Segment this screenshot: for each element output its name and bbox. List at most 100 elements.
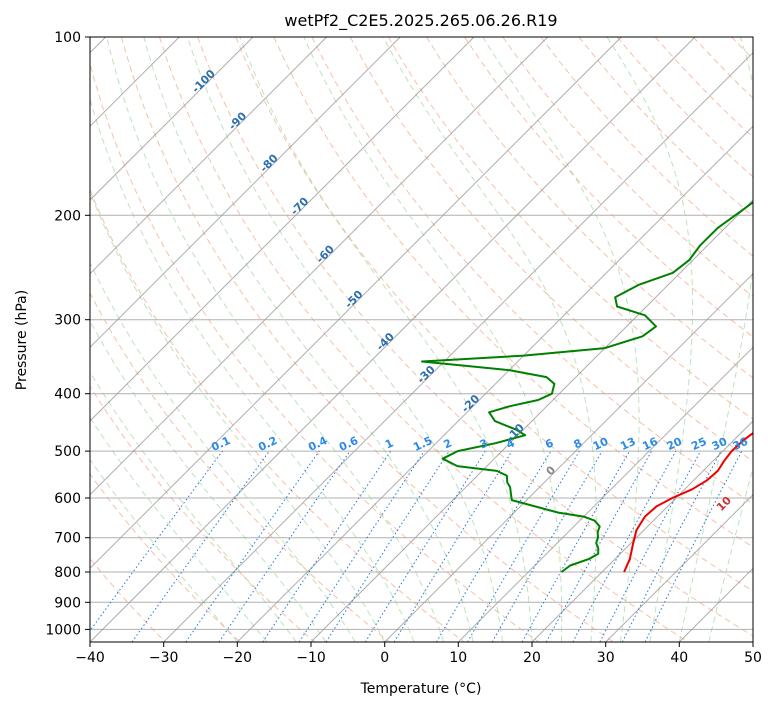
dry-adiabat-line	[90, 473, 241, 642]
mixing-ratio-label: 6	[543, 436, 556, 451]
isotherm-line	[90, 37, 549, 496]
mixing-ratio-line	[467, 450, 580, 642]
dry-adiabat-line	[273, 37, 753, 548]
y-tick-label: 900	[54, 595, 81, 611]
isotherm-line	[605, 493, 753, 642]
y-tick-label: 100	[54, 30, 81, 46]
dry-adiabat-line	[120, 37, 614, 642]
isotherm-line	[457, 346, 753, 642]
dry-adiabat-line	[349, 37, 753, 462]
mixing-ratio-line	[218, 450, 351, 642]
isotherm-label: -30	[415, 363, 438, 386]
moist-adiabat-line	[90, 320, 327, 642]
x-tick-label: 0	[380, 650, 389, 666]
dry-adiabat-line	[425, 37, 753, 379]
dry-adiabat-line	[90, 557, 166, 642]
isotherm-line	[163, 51, 753, 642]
y-tick-label: 800	[54, 565, 81, 581]
mixing-ratio-line	[599, 450, 701, 642]
dry-adiabat-line	[692, 37, 753, 99]
mixing-ratio-line	[364, 450, 486, 642]
isotherm-label: -50	[342, 288, 365, 311]
isotherm-line	[90, 37, 254, 201]
moist-adiabat-line	[708, 465, 753, 642]
mixing-ratio-label: 20	[665, 435, 685, 453]
moist-adiabat-line	[382, 37, 597, 642]
mixing-ratio-line	[393, 450, 513, 642]
mixing-ratio-label: 13	[618, 435, 637, 453]
dry-adiabat-line	[464, 37, 753, 338]
dry-adiabat-line	[90, 62, 540, 642]
mixing-ratio-line	[90, 450, 223, 632]
moist-adiabat-line	[303, 37, 563, 642]
moist-adiabats	[90, 37, 753, 642]
mixing-ratio-label: 36	[731, 435, 751, 453]
mixing-ratio-line	[298, 450, 425, 642]
mixing-ratio-label: 2	[442, 436, 454, 451]
mixing-ratio-label: 16	[640, 435, 660, 453]
mixing-ratio-line	[325, 450, 450, 642]
moist-adiabat-label: 10	[714, 494, 734, 514]
dewpoint-line	[421, 201, 753, 573]
isotherm-label: -20	[459, 392, 482, 415]
plot-area: 0.1 0.2 0.4 0.6 1 1.5 2 3 4 6 8 10 13 16 20 25 30 36-100-…	[90, 37, 753, 642]
dry-adiabat-line	[90, 292, 390, 642]
y-tick-label: 400	[54, 387, 81, 403]
y-axis: 100 200 300 400 500 600 700 800 900 1000	[45, 30, 90, 638]
moist-adiabat-line	[143, 37, 474, 642]
x-axis: −40 −30 −20 −10 0 10 20 30 40 50	[75, 642, 762, 666]
moist-adiabat-line	[678, 37, 753, 642]
line-labels: 0.1 0.2 0.4 0.6 1 1.5 2 3 4 6 8 10 13 16 20 25 30 36-100-…	[189, 67, 751, 514]
y-tick-label: 300	[54, 313, 81, 329]
isotherm-line	[90, 37, 622, 570]
x-tick-label: 50	[744, 650, 762, 666]
mixing-ratio-label: 25	[689, 435, 708, 453]
isotherm-label: -70	[288, 194, 311, 217]
moist-adiabat-line	[90, 190, 386, 642]
moist-adiabat-line	[90, 458, 238, 642]
mixing-ratio-label: 30	[710, 435, 730, 453]
x-tick-label: 10	[449, 650, 467, 666]
mixing-ratio-line	[262, 450, 392, 642]
mixing-ratio-line	[644, 450, 743, 642]
temperature-line	[623, 431, 753, 573]
isotherm-label: -80	[257, 151, 280, 174]
y-axis-label: Pressure (hPa)	[14, 290, 30, 390]
dry-adiabats	[90, 37, 753, 642]
isotherm-line	[384, 272, 753, 642]
moist-adiabat-line	[606, 37, 694, 642]
y-tick-label: 500	[54, 444, 81, 460]
y-tick-label: 700	[54, 531, 81, 547]
dry-adiabat-line	[578, 37, 753, 218]
plot-frame	[89, 36, 754, 643]
isotherm-line	[678, 567, 753, 642]
x-tick-label: 20	[523, 650, 541, 666]
mixing-ratio-line	[545, 450, 653, 642]
dry-adiabat-line	[235, 37, 753, 592]
isotherm-line	[90, 37, 475, 422]
moist-adiabat-line	[90, 370, 297, 642]
series-lines	[421, 201, 753, 573]
mixing-ratio-line	[131, 450, 270, 642]
dry-adiabat-line	[159, 37, 689, 642]
x-axis-label: Temperature (°C)	[360, 681, 482, 697]
mixing-ratio-line	[572, 450, 677, 642]
dry-adiabat-line	[654, 37, 753, 139]
x-tick-label: −40	[75, 650, 105, 666]
y-tick-label: 200	[54, 208, 81, 224]
mixing-ratio-line	[185, 450, 320, 642]
moist-adiabat-line	[90, 416, 268, 642]
isotherm-label: -60	[314, 242, 337, 265]
mixing-ratio-label: 10	[591, 435, 611, 453]
mixing-ratio-lines	[90, 450, 743, 642]
x-tick-label: 40	[670, 650, 688, 666]
moist-adiabat-line	[187, 37, 503, 642]
dry-adiabat-line	[90, 385, 316, 642]
isotherm-line	[236, 125, 753, 642]
isotherm-line	[310, 199, 753, 642]
y-tick-label: 600	[54, 491, 81, 507]
x-tick-label: −20	[223, 650, 253, 666]
isotherm-line	[752, 641, 753, 642]
mixing-ratio-line	[521, 450, 630, 642]
